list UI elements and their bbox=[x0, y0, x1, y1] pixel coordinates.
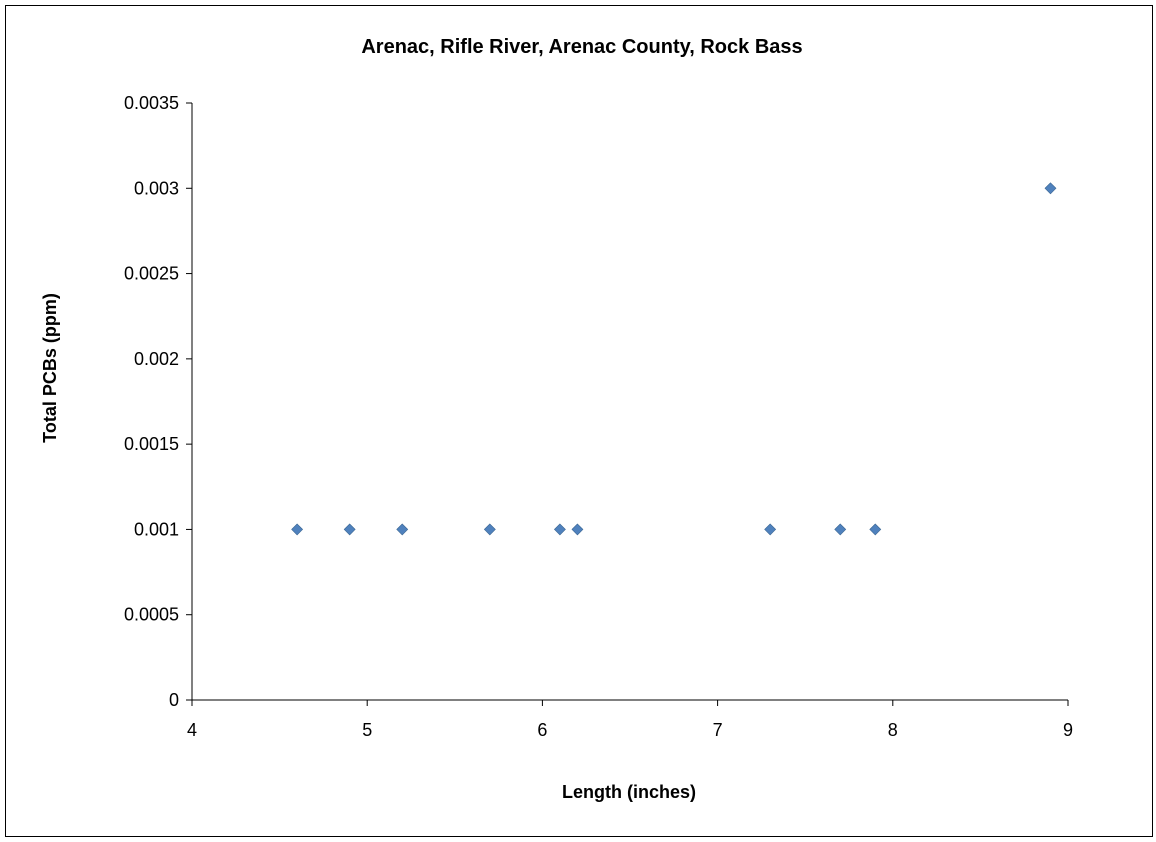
y-tick-label: 0.0035 bbox=[124, 93, 179, 113]
data-point bbox=[835, 524, 846, 535]
x-tick-label: 7 bbox=[713, 720, 723, 740]
axes: 4 5 6 7 8 9 0 0.0005 0.001 0.0015 0.002 0.0025 0.003… bbox=[124, 93, 1073, 740]
y-tick-label: 0 bbox=[169, 690, 179, 710]
data-points bbox=[292, 183, 1056, 535]
data-point bbox=[1045, 183, 1056, 194]
x-tick-label: 4 bbox=[187, 720, 197, 740]
chart-title: Arenac, Rifle River, Arenac County, Rock… bbox=[361, 36, 802, 58]
x-tick-label: 9 bbox=[1063, 720, 1073, 740]
data-point bbox=[554, 524, 565, 535]
data-point bbox=[765, 524, 776, 535]
x-tick-label: 5 bbox=[362, 720, 372, 740]
x-tick-label: 6 bbox=[537, 720, 547, 740]
data-point bbox=[484, 524, 495, 535]
y-tick-label: 0.0005 bbox=[124, 605, 179, 625]
x-tick-label: 8 bbox=[888, 720, 898, 740]
y-tick-label: 0.003 bbox=[134, 178, 179, 198]
data-point bbox=[344, 524, 355, 535]
data-point bbox=[397, 524, 408, 535]
data-point bbox=[870, 524, 881, 535]
data-point bbox=[572, 524, 583, 535]
y-tick-label: 0.0025 bbox=[124, 264, 179, 284]
y-tick-label: 0.001 bbox=[134, 519, 179, 539]
y-tick-label: 0.002 bbox=[134, 349, 179, 369]
y-axis-title: Total PCBs (ppm) bbox=[40, 293, 60, 443]
x-axis-title: Length (inches) bbox=[562, 782, 696, 802]
y-tick-label: 0.0015 bbox=[124, 434, 179, 454]
data-point bbox=[292, 524, 303, 535]
